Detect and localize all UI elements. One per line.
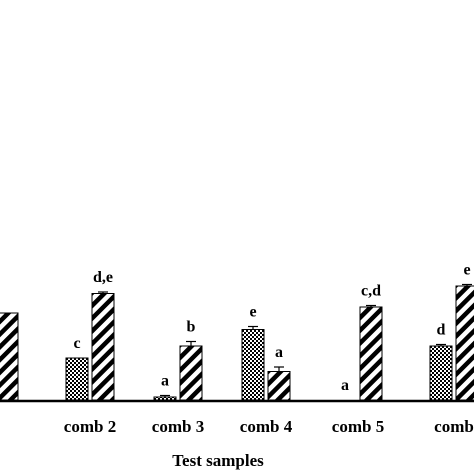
significance-label: e [249,304,256,321]
bar-diagonal [179,345,203,401]
category-label: comb 4 [240,417,293,436]
significance-label: c,d [361,283,381,300]
significance-label: a [161,373,169,390]
category-label: comb [434,417,474,436]
significance-label: a [341,377,349,394]
bar-checker [65,357,89,401]
bar-checker [153,396,177,401]
x-axis-title: Test samples [172,451,264,470]
significance-label: d [437,322,446,339]
category-label: comb 5 [332,417,384,436]
bar-diagonal [267,371,291,401]
bar-diagonal [0,312,19,401]
significance-label: b [187,319,196,336]
category-label: comb 3 [152,417,204,436]
bar-checker [429,345,453,401]
bars-layer [0,283,474,401]
bar-diagonal [359,306,383,401]
category-label: comb 2 [64,417,116,436]
bar-diagonal [91,293,115,401]
significance-label: a [275,344,283,361]
significance-label: e [463,262,470,279]
significance-label: d,e [93,269,113,286]
bar-checker [241,329,265,401]
significance-label: c [73,335,80,352]
bar-diagonal [455,285,474,401]
